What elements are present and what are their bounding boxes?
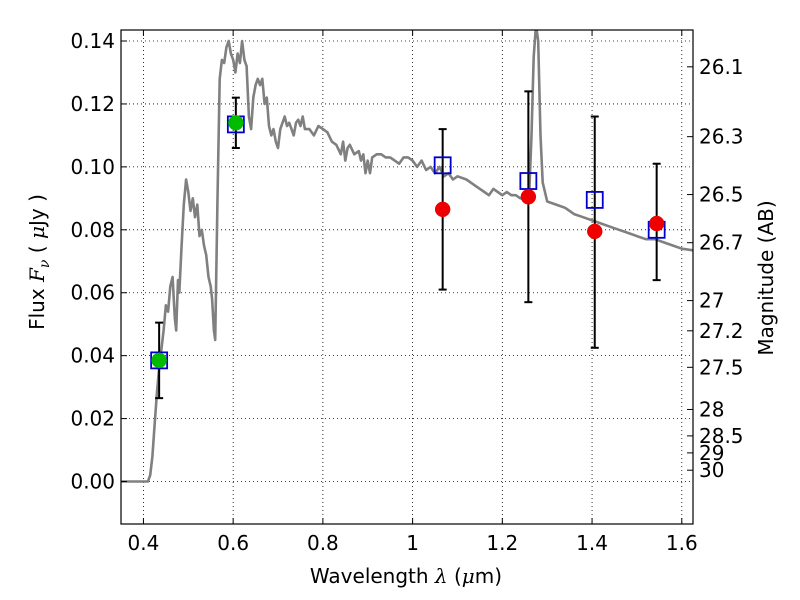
magnitude-tick-label: 27	[699, 289, 724, 313]
model-photometry-square	[585, 191, 604, 209]
magnitude-tick-label: 27.5	[699, 355, 744, 379]
detection-point-red	[434, 201, 451, 218]
magnitude-tick-label: 26.7	[699, 231, 744, 255]
detection-point-red	[520, 189, 537, 205]
x-tick-label: 1.2	[486, 531, 518, 555]
magnitude-tick-label: 28	[699, 397, 724, 421]
plot-content	[121, 30, 693, 483]
y-tick-label: 0.14	[70, 29, 115, 53]
magnitude-tick-label: 26.3	[699, 125, 744, 149]
model-photometry-square	[150, 351, 169, 370]
y-tick-label: 0.02	[70, 407, 115, 431]
magnitude-tick-label: 26.5	[699, 183, 744, 207]
y-tick-label: 0.12	[70, 92, 115, 116]
model-sed-line	[121, 30, 693, 483]
y-tick-label: 0.10	[70, 155, 115, 179]
magnitude-tick-label: 26.1	[699, 55, 744, 79]
y-tick-label: 0.06	[70, 281, 115, 305]
y-tick-label: 0.04	[70, 344, 115, 368]
magnitude-tick-label: 30	[699, 458, 724, 482]
magnitude-tick-label: 29	[699, 441, 724, 465]
model-photometry-square	[433, 156, 452, 175]
x-tick-label: 1	[406, 531, 419, 555]
secondary-y-axis-title: Magnitude (AB)	[754, 200, 778, 355]
x-tick-label: 1.4	[576, 531, 608, 555]
x-axis-title: Wavelength λ (μm)	[310, 564, 502, 588]
grid	[121, 30, 693, 524]
x-tick-label: 0.6	[217, 531, 249, 555]
detection-point-green	[228, 115, 244, 131]
y-axis-title: Flux Fν ( μJy )	[25, 194, 53, 330]
x-tick-label: 0.4	[128, 531, 160, 555]
y-tick-label: 0.00	[70, 470, 115, 494]
plot-frame	[120, 29, 694, 525]
magnitude-tick-label: 27.2	[699, 319, 744, 343]
x-tick-label: 0.8	[307, 531, 339, 555]
detection-point-green	[151, 352, 167, 369]
detection-point-red	[648, 215, 665, 232]
y-tick-label: 0.08	[70, 218, 115, 242]
x-tick-label: 1.6	[666, 531, 698, 555]
magnitude-tick-label: 28.5	[699, 424, 744, 448]
detection-point-red	[587, 223, 603, 240]
axes: 0.4 0.6 0.8 1 1.2 1.4 1.6 0.00 0.02 0.04 0.06 0.08 0…	[70, 29, 743, 555]
